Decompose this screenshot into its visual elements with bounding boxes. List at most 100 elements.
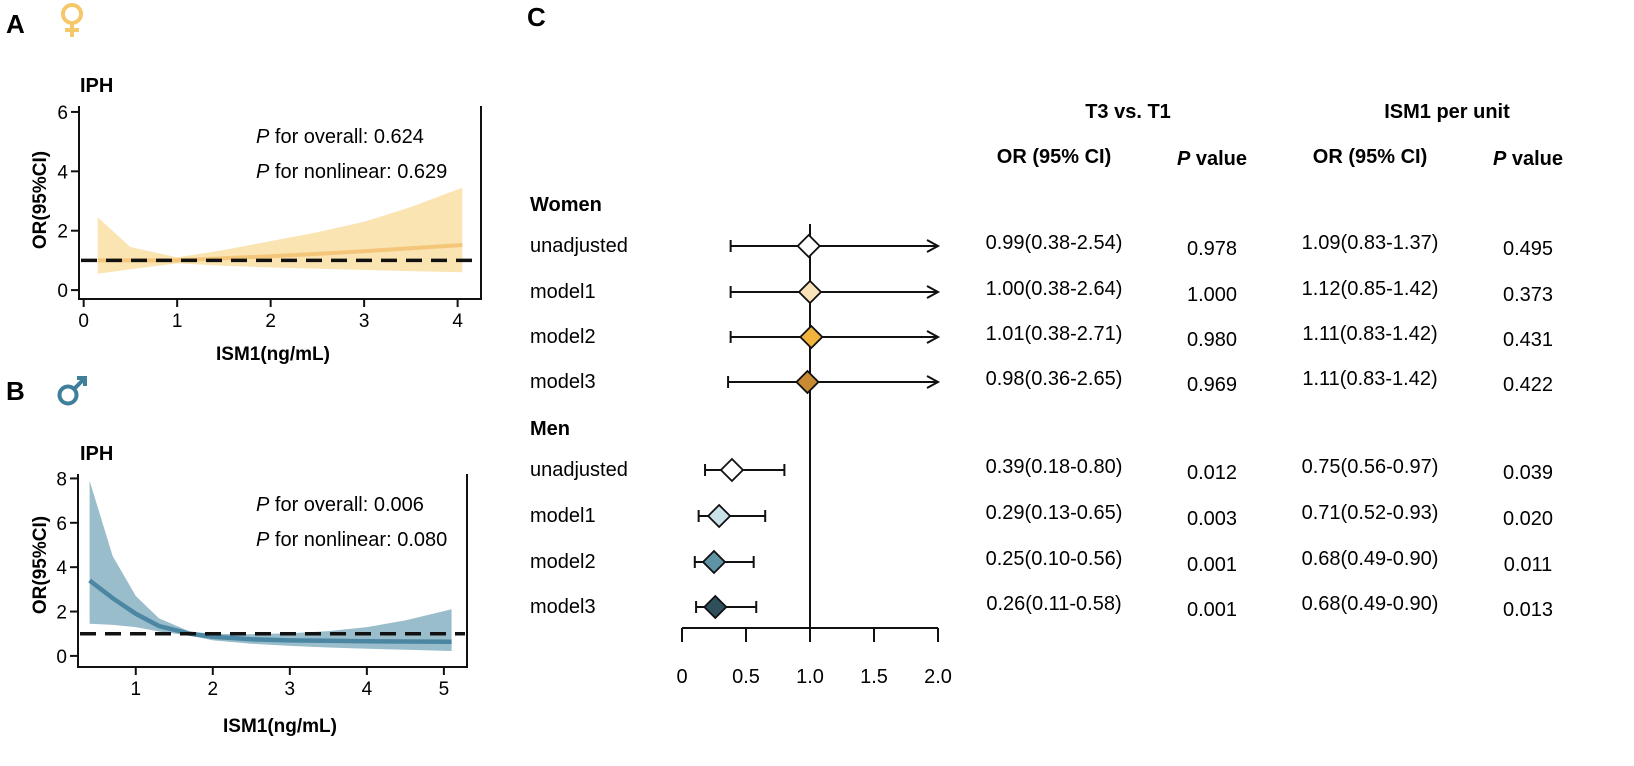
panel-b-plot: 1 2 3 4 5 0 2 4 6 8 [56,469,468,700]
y-tick-label: 2 [57,222,68,243]
panel-b-axes [77,474,468,668]
x-tick-label: 1 [172,311,183,332]
unit-p-cell: 0.011 [1504,554,1553,576]
t3-or-ci-cell: 0.26(0.11-0.58) [986,593,1121,615]
forest-x-tick-label: 1.5 [860,666,888,688]
y-tick-label: 8 [56,469,67,490]
t3-p-cell: 0.980 [1187,329,1237,351]
t3-or-ci-cell: 0.99(0.38-2.54) [986,232,1123,254]
header-unit-or-ci: OR (95% CI) [1313,146,1427,168]
forest-row-label: model2 [530,326,596,348]
t3-p-cell: 0.001 [1187,554,1237,576]
forest-row-label: unadjusted [530,459,628,481]
panel-a-title: IPH [80,75,113,97]
forest-x-tick-label: 2.0 [924,666,952,688]
forest-ci-arrow [926,330,941,344]
forest-ci-arrow [926,375,941,389]
panel-a-ticks: 0 1 2 3 4 0 2 4 6 [57,103,463,332]
unit-p-cell: 0.039 [1503,462,1553,484]
t3-p-cell: 1.000 [1187,284,1237,306]
panel-a-p-nonlinear: P for nonlinear: 0.629 [256,161,447,183]
panel-c-letter: C [527,2,546,32]
forest-or-marker [795,369,820,395]
unit-or-ci-cell: 1.12(0.85-1.42) [1302,278,1439,300]
y-tick-label: 4 [56,558,67,579]
t3-p-cell: 0.001 [1187,599,1237,621]
unit-or-ci-cell: 1.11(0.83-1.42) [1302,368,1437,390]
forest-or-marker [796,233,821,259]
t3-or-ci-cell: 1.01(0.38-2.71) [986,323,1123,345]
forest-or-marker [703,594,728,620]
forest-or-marker [797,279,823,305]
male-symbol-icon [57,376,87,406]
y-tick-label: 0 [56,647,67,668]
t3-or-ci-cell: 0.25(0.10-0.56) [986,548,1123,570]
x-tick-label: 5 [439,679,450,700]
panel-b-or-line [88,578,452,644]
unit-or-ci-cell: 0.68(0.49-0.90) [1302,593,1439,615]
panel-a-p-overall: P for overall: 0.624 [256,126,424,148]
unit-or-ci-cell: 0.71(0.52-0.93) [1302,502,1439,524]
panel-b: B IPH 1 2 3 4 5 0 2 4 6 8 P for overall: 0.006 P … [6,376,468,737]
forest-ci-arrow [926,285,941,299]
forest-or-marker [701,549,727,575]
unit-p-cell: 0.495 [1503,238,1553,260]
t3-or-ci-cell: 1.00(0.38-2.64) [986,278,1123,300]
header-unit-p-value: P value [1493,148,1563,170]
x-tick-label: 0 [78,311,89,332]
panel-b-title: IPH [80,443,113,465]
t3-p-cell: 0.969 [1187,374,1237,396]
female-symbol-icon [61,3,83,37]
y-tick-label: 4 [57,162,68,183]
unit-or-ci-cell: 1.11(0.83-1.42) [1302,323,1437,345]
forest-plot: 0 0.5 1.0 1.5 2.0 Women unadjusted 0.99(0.38-2.… [530,194,1553,688]
panel-a-letter: A [6,9,25,39]
x-tick-label: 2 [208,679,219,700]
unit-p-cell: 0.373 [1503,284,1553,306]
unit-p-cell: 0.431 [1503,329,1553,351]
x-tick-label: 3 [359,311,370,332]
forest-x-tick-label: 0 [676,666,687,688]
panel-b-letter: B [6,376,25,406]
unit-p-cell: 0.013 [1503,599,1553,621]
forest-or-marker [799,324,824,350]
forest-or-marker [719,457,745,483]
t3-p-cell: 0.012 [1187,462,1237,484]
unit-or-ci-cell: 0.68(0.49-0.90) [1302,548,1439,570]
x-tick-label: 4 [452,311,463,332]
header-ism1-per-unit: ISM1 per unit [1384,101,1510,123]
panel-b-p-overall: P for overall: 0.006 [256,494,424,516]
y-tick-label: 6 [57,103,68,124]
x-tick-label: 2 [265,311,276,332]
header-t3-or-ci: OR (95% CI) [997,146,1111,168]
forest-x-tick-label: 0.5 [732,666,760,688]
t3-or-ci-cell: 0.39(0.18-0.80) [986,456,1123,478]
forest-ci-arrow [926,239,941,253]
unit-p-cell: 0.020 [1503,508,1553,530]
panel-b-x-axis-title: ISM1(ng/mL) [223,716,337,737]
forest-row-label: model3 [530,371,596,393]
panel-a-x-axis-title: ISM1(ng/mL) [216,344,330,365]
panel-a-plot: 0 1 2 3 4 0 2 4 6 [57,103,482,332]
forest-row-label: model3 [530,596,596,618]
t3-p-cell: 0.003 [1187,508,1237,530]
unit-or-ci-cell: 0.75(0.56-0.97) [1302,456,1439,478]
unit-p-cell: 0.422 [1503,374,1553,396]
forest-row-label: model1 [530,281,596,303]
t3-or-ci-cell: 0.98(0.36-2.65) [986,368,1123,390]
panel-b-ticks: 1 2 3 4 5 0 2 4 6 8 [56,469,449,700]
x-tick-label: 4 [362,679,373,700]
x-tick-label: 1 [130,679,141,700]
unit-or-ci-cell: 1.09(0.83-1.37) [1302,232,1439,254]
y-tick-label: 0 [57,281,68,302]
header-t3-vs-t1: T3 vs. T1 [1085,101,1171,123]
x-tick-label: 3 [285,679,296,700]
header-t3-p-value: P value [1177,148,1247,170]
y-tick-label: 2 [56,603,67,624]
forest-group-label: Men [530,418,570,440]
forest-x-tick-label: 1.0 [796,666,824,688]
t3-p-cell: 0.978 [1187,238,1237,260]
forest-row-label: unadjusted [530,235,628,257]
forest-or-marker [706,503,732,529]
